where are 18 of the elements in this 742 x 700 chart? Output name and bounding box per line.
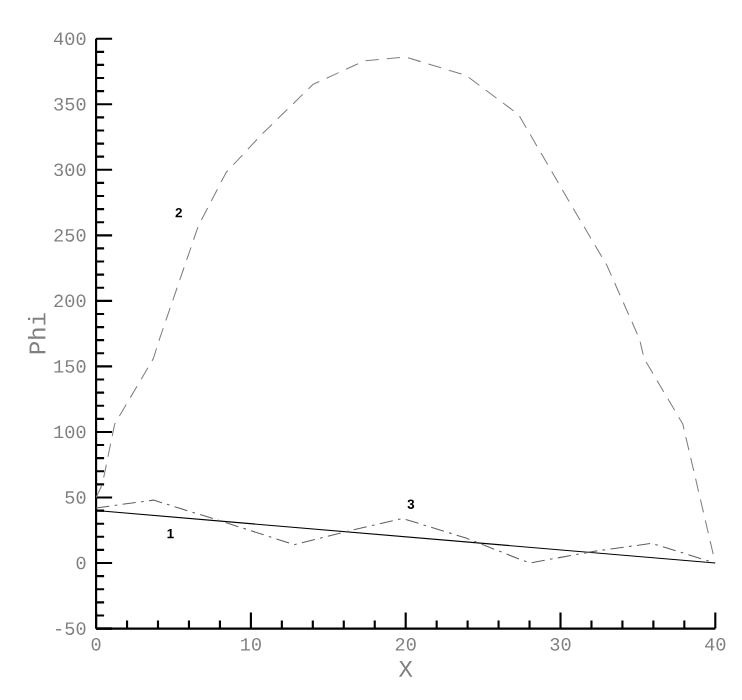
y-tick-label: 50: [65, 490, 86, 504]
x-tick-label: 0: [91, 637, 101, 651]
y-tick-label: -50: [56, 621, 86, 635]
y-tick-label: 350: [54, 97, 86, 111]
x-axis-title: X: [398, 660, 413, 677]
line-series: [96, 499, 716, 564]
y-tick-label: 200: [54, 294, 86, 307]
y-tick-label: 150: [54, 359, 86, 373]
x-tick-label: 10: [241, 637, 261, 651]
y-tick-label: 400: [53, 32, 86, 45]
y-tick-label: 250: [54, 228, 86, 242]
x-tick-label: 20: [395, 637, 416, 651]
y-tick-label: 100: [54, 425, 86, 438]
x-tick-label: 40: [705, 637, 726, 651]
y-axis-title: Phi: [27, 312, 46, 354]
y-tick-label: 0: [76, 556, 86, 570]
y-tick-label: 300: [54, 163, 86, 176]
x-tick-label: 30: [550, 637, 571, 651]
